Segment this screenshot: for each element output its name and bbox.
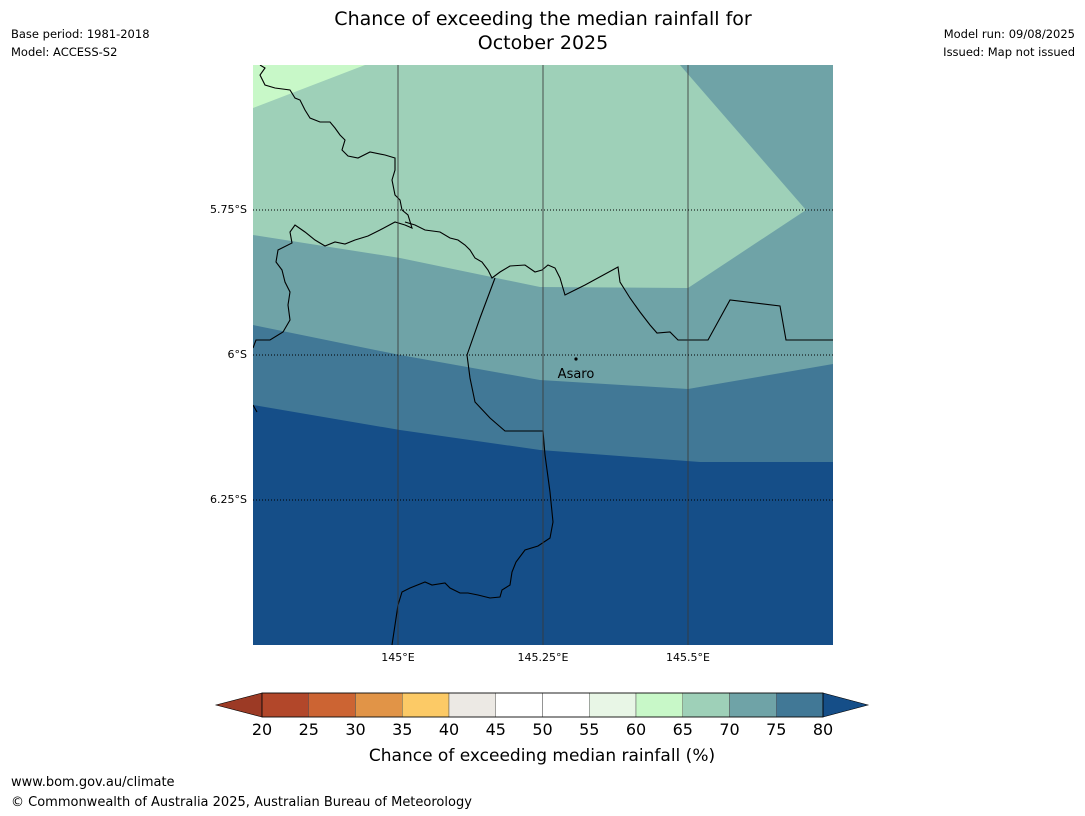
issued-text: Issued: Map not issued	[943, 45, 1075, 59]
colorbar-tick-label: 30	[345, 720, 365, 739]
footer-copyright: © Commonwealth of Australia 2025, Austra…	[11, 795, 472, 810]
meta-right: Model run: 09/08/2025 Issued: Map not is…	[943, 25, 1075, 61]
lat-label: 6.25°S	[210, 493, 247, 506]
lon-label: 145.5°E	[666, 651, 710, 664]
colorbar-tick-label: 35	[392, 720, 412, 739]
coastline	[253, 65, 833, 645]
colorbar-tick-label: 45	[486, 720, 506, 739]
colorbar-tick-label: 60	[626, 720, 646, 739]
title-line-1: Chance of exceeding the median rainfall …	[334, 8, 752, 30]
colorbar-outline	[261, 692, 824, 718]
meta-left: Base period: 1981-2018 Model: ACCESS-S2	[11, 25, 150, 61]
colorbar-bin	[776, 692, 824, 718]
map-area: Asaro	[253, 65, 833, 645]
title-line-2: October 2025	[477, 32, 609, 54]
colorbar-bin	[635, 692, 683, 718]
colorbar-bin	[355, 692, 403, 718]
colorbar-bin	[682, 692, 730, 718]
colorbar-tick-label: 75	[766, 720, 786, 739]
band-70-75-ne	[680, 65, 833, 210]
asaro-marker	[574, 357, 578, 361]
colorbar-tick-label: 65	[673, 720, 693, 739]
colorbar-bin	[308, 692, 356, 718]
colorbar-tick-label: 40	[439, 720, 459, 739]
parallels	[253, 209, 833, 501]
lon-label: 145.25°E	[518, 651, 569, 664]
footer-url: www.bom.gov.au/climate	[11, 775, 175, 790]
lon-label: 145°E	[381, 651, 414, 664]
colorbar-tick-label: 55	[579, 720, 599, 739]
lat-label: 6°S	[228, 348, 247, 361]
colorbar: 20 25 30 35 40 45 50 55 60 65 70 75 80	[214, 692, 870, 739]
colorbar-tick-label: 50	[532, 720, 552, 739]
place-label-asaro: Asaro	[558, 367, 595, 382]
colorbar-bin	[261, 692, 309, 718]
colorbar-bin	[542, 692, 590, 718]
colorbar-tick-label: 20	[252, 720, 272, 739]
colorbar-bin	[448, 692, 496, 718]
colorbar-bin	[402, 692, 450, 718]
colorbar-tick-label: 80	[813, 720, 833, 739]
colorbar-bin	[495, 692, 543, 718]
map-title: Chance of exceeding the median rainfall …	[250, 7, 836, 55]
model-run-text: Model run: 09/08/2025	[943, 27, 1075, 41]
lat-label: 5.75°S	[210, 203, 247, 216]
colorbar-tick-label: 70	[719, 720, 739, 739]
colorbar-tick-label: 25	[299, 720, 319, 739]
colorbar-bin	[729, 692, 777, 718]
base-period-text: Base period: 1981-2018	[11, 27, 150, 41]
model-text: Model: ACCESS-S2	[11, 45, 118, 59]
colorbar-extend-high	[822, 692, 870, 718]
colorbar-extend-low	[214, 692, 263, 718]
colorbar-label: Chance of exceeding median rainfall (%)	[369, 746, 715, 766]
band-60-65	[253, 65, 365, 108]
colorbar-bin	[589, 692, 637, 718]
